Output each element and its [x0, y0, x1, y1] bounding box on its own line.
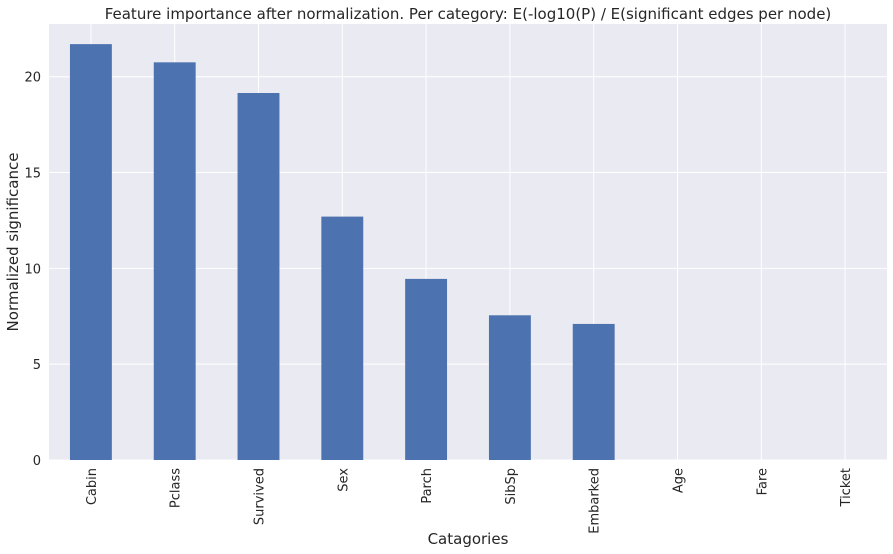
chart-title: Feature importance after normalization. … [105, 5, 832, 23]
x-tick-label-cabin: Cabin [85, 468, 100, 505]
bar-sex [321, 216, 364, 460]
bar-embarked [572, 323, 615, 460]
bar-sibsp [488, 315, 531, 460]
y-tick-label: 15 [24, 167, 41, 182]
x-tick-label-ticket: Ticket [839, 468, 854, 507]
y-tick-label: 20 [24, 71, 41, 86]
x-tick-label-sex: Sex [336, 468, 351, 492]
x-tick-label-parch: Parch [420, 468, 435, 504]
x-axis-label: Catagories [428, 530, 509, 548]
x-axis-ticks: Cabin Pclass Survived Sex Parch SibSp Embarked… [85, 468, 854, 534]
y-tick-label: 0 [33, 454, 41, 469]
bars [69, 44, 615, 460]
bar-cabin [69, 44, 112, 460]
x-tick-label-sibsp: SibSp [504, 468, 519, 505]
y-axis-ticks: 0 5 10 15 20 [24, 71, 41, 469]
bar-pclass [153, 62, 196, 460]
x-tick-label-pclass: Pclass [169, 468, 184, 508]
bar-survived [237, 92, 280, 460]
x-tick-label-age: Age [672, 468, 687, 493]
x-tick-label-fare: Fare [755, 468, 770, 495]
x-tick-label-embarked: Embarked [588, 468, 603, 534]
y-tick-label: 10 [24, 262, 41, 277]
y-axis-label: Normalized significance [4, 153, 22, 332]
y-tick-label: 5 [33, 358, 41, 373]
bar-parch [405, 278, 448, 460]
x-tick-label-survived: Survived [253, 468, 268, 525]
